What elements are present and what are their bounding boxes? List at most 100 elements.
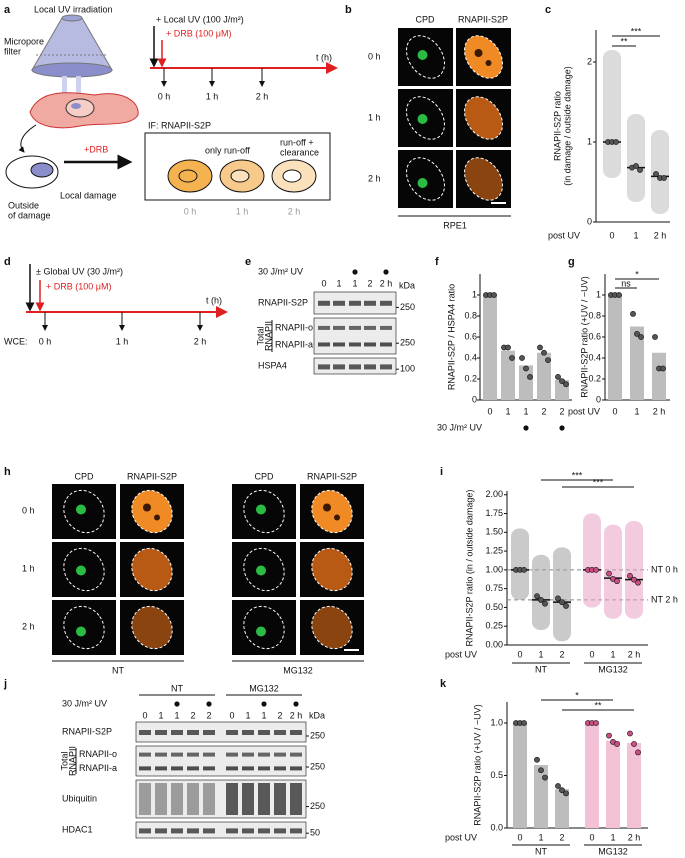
lane-label: 1	[336, 278, 341, 288]
blot	[135, 821, 307, 839]
drb-label: + DRB (100 μM)	[166, 28, 231, 38]
panel-letter: g	[568, 256, 575, 268]
lane-label: 0	[229, 710, 234, 720]
replicate-dot	[537, 344, 543, 351]
replicate-dot	[523, 365, 529, 372]
band	[380, 300, 392, 306]
total-label: Total	[255, 326, 265, 345]
nucleolus	[334, 514, 340, 521]
lane-label: 2 h	[380, 278, 393, 288]
smear	[139, 783, 151, 815]
uv-dot	[174, 701, 180, 707]
bar	[627, 742, 641, 828]
replicate-dot	[563, 790, 569, 797]
column-header: CPD	[254, 471, 274, 481]
y-axis-label: RNAPII-S2P ratio	[552, 91, 562, 161]
significance-label: **	[620, 36, 628, 46]
y-axis-label: RNAPII-S2P ratio (+UV / −UV)	[579, 276, 589, 397]
x-tick-label: 0	[609, 230, 614, 240]
x-tick-label: 2	[559, 832, 564, 842]
nucleus-outline	[464, 96, 503, 140]
replicate-dot	[634, 330, 640, 337]
band	[242, 766, 254, 771]
band	[318, 325, 330, 330]
blot	[135, 721, 307, 743]
smear	[226, 783, 238, 815]
nucleus-outline	[311, 547, 353, 592]
band	[155, 730, 167, 735]
bar	[501, 350, 515, 400]
y-axis-label: (in damage / outside damage)	[562, 66, 572, 186]
band	[349, 364, 361, 370]
replicate-dot	[606, 570, 612, 577]
drb-label: + DRB (100 μM)	[46, 281, 111, 291]
x-tick-label: 2 h	[628, 649, 641, 659]
marker-label: 250	[400, 302, 415, 312]
y-tick-label: 0	[472, 394, 477, 404]
replicate-dot	[627, 730, 633, 737]
nucleolus	[323, 503, 331, 512]
replicate-dot	[555, 783, 561, 789]
cpd-spot	[417, 50, 428, 60]
band	[203, 730, 215, 735]
panel-letter: j	[3, 678, 7, 690]
row-label: 2 h	[368, 173, 381, 183]
y-tick-label: 2.00	[485, 489, 503, 499]
uv-label: 30 J/m² UV	[437, 422, 482, 432]
band	[139, 828, 151, 834]
lane-label: 2	[367, 278, 372, 288]
band-label: Ubiquitin	[62, 793, 97, 803]
group-label: NT	[112, 665, 124, 675]
cell-distribution	[532, 554, 550, 630]
significance-label: ns	[621, 278, 631, 288]
cell-distribution	[511, 528, 529, 600]
band-label: RNAPII-o	[275, 322, 313, 332]
x-tick-label: 1	[505, 406, 510, 416]
panel-letter: f	[435, 256, 439, 268]
replicate-dot	[631, 576, 637, 583]
uv-dot	[206, 701, 212, 707]
band	[349, 325, 361, 330]
marker-label: 250	[310, 801, 325, 811]
band	[349, 342, 361, 347]
panel-letter: a	[4, 4, 11, 16]
cpd-spot	[256, 504, 266, 515]
x-tick-label: 0	[589, 832, 594, 842]
damage-outline	[282, 169, 302, 183]
group-label: NT	[171, 683, 183, 693]
nucleus-outline	[464, 35, 503, 79]
nucleus-outline	[243, 605, 285, 650]
time-label: 0 h	[158, 91, 171, 101]
band	[349, 300, 361, 306]
time-label: 1 h	[116, 336, 129, 346]
band	[258, 766, 270, 771]
replicate-dot	[519, 355, 525, 361]
nucleus-signal	[464, 35, 503, 79]
lane-label: 1	[158, 710, 163, 720]
uv-beam	[62, 76, 67, 100]
bar	[537, 352, 551, 400]
band-label: RNAPII-a	[275, 339, 313, 349]
y-tick-label: 0.4	[588, 352, 601, 362]
band	[258, 828, 270, 834]
nucleus-signal	[311, 606, 353, 649]
lane-label: 2 h	[290, 710, 303, 720]
lane-label: 1	[352, 278, 357, 288]
band	[139, 752, 151, 757]
band	[333, 364, 345, 370]
nucleus-outline	[464, 157, 503, 201]
replicate-dot	[652, 334, 658, 340]
nucleus-outline	[63, 547, 105, 592]
band	[203, 752, 215, 757]
replicate-dot	[534, 756, 540, 763]
nucleus-outline	[63, 605, 105, 650]
cell-distribution	[604, 524, 622, 619]
row-label: 1 h	[22, 563, 35, 573]
significance-label: ***	[631, 26, 642, 36]
damage	[71, 103, 81, 109]
band-label: HSPA4	[258, 360, 287, 370]
bar	[555, 789, 569, 828]
outside-label: of damage	[8, 210, 51, 220]
group-label: MG132	[598, 664, 628, 674]
cpd-spot	[417, 114, 428, 124]
